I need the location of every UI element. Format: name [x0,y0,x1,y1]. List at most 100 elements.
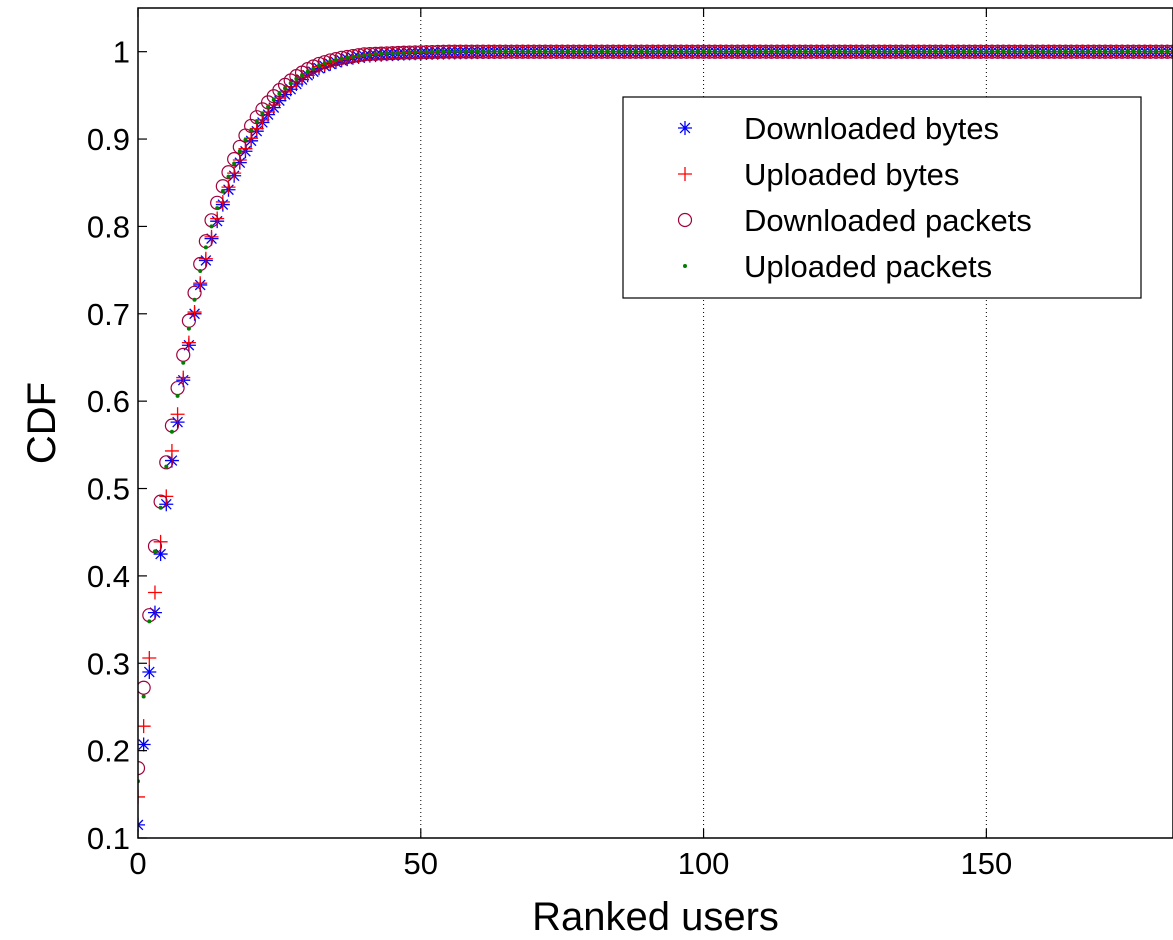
y-tick-label: 1 [113,35,130,70]
dot-marker [1023,49,1028,54]
data-point [1035,49,1040,54]
data-point [164,443,179,458]
plus-marker [198,251,213,266]
dot-marker [1052,49,1057,54]
data-point [232,161,237,166]
circle-marker [170,380,185,396]
data-point [1063,49,1068,54]
x-tick-label: 50 [404,846,438,881]
data-point [187,285,202,300]
data-point [571,49,576,54]
data-point [447,49,452,54]
dot-marker [1108,49,1113,54]
data-point [814,49,819,54]
data-point [333,57,338,62]
data-point [605,49,610,54]
data-point [582,49,587,54]
data-point [158,505,163,510]
data-point [254,119,259,124]
data-point [588,49,593,54]
dot-marker [854,49,859,54]
dot-marker [1074,49,1079,54]
data-point [138,737,151,752]
data-point [198,251,213,266]
data-point [1131,49,1136,54]
data-point [826,49,830,54]
data-point [893,49,898,54]
data-point [899,49,904,54]
data-point [316,63,321,68]
data-point [910,49,915,54]
data-point [775,49,780,54]
dot-marker [526,49,531,54]
dot-marker [322,61,327,66]
dot-marker [1069,49,1074,54]
circle-marker [677,212,693,228]
data-point [138,680,151,695]
dot-marker [1125,49,1130,54]
dot-marker [294,76,299,81]
data-point [164,464,169,469]
dot-marker [486,49,491,54]
data-point [616,49,621,54]
data-point [396,50,401,55]
data-point [452,49,457,54]
circle-marker [227,152,242,167]
data-point [1159,49,1164,54]
dot-marker [345,55,350,60]
dot-marker [198,268,203,273]
legend-marker [678,167,692,181]
circle-marker [159,455,174,470]
plus-marker [193,276,208,291]
dot-marker [475,49,480,54]
dot-marker [554,49,559,54]
data-point [961,49,966,54]
dot-marker [362,53,367,58]
circle-marker [138,761,146,776]
dot-marker [893,49,898,54]
data-point [176,347,191,362]
data-point [622,49,627,54]
dot-marker [842,49,847,54]
dot-marker [639,49,644,54]
legend-box [622,96,1142,299]
data-point [266,104,271,109]
data-series [138,44,1173,832]
dot-marker [1165,49,1170,54]
dot-marker [775,49,780,54]
dot-marker [961,49,966,54]
dot-marker [1001,49,1006,54]
data-point [175,393,180,398]
asterisk-marker [142,665,157,679]
plot-frame [137,7,1173,839]
y-tick-label: 0.8 [87,209,130,244]
data-point [950,49,955,54]
data-point [594,49,599,54]
data-point [837,49,842,54]
data-point [1097,49,1102,54]
data-point [384,51,389,56]
dot-marker [1154,49,1159,54]
dot-marker [367,52,372,57]
plus-marker [181,335,196,350]
dot-marker [1091,49,1096,54]
legend-marker [678,121,692,135]
data-point [1046,49,1051,54]
dot-marker [373,52,378,57]
data-point [741,49,746,54]
dot-marker [181,360,186,365]
dot-marker [186,326,191,331]
dot-marker [1114,49,1119,54]
dot-marker [1040,49,1045,54]
data-point [565,49,570,54]
dot-marker [973,49,978,54]
data-point [458,49,463,54]
dot-marker [967,49,972,54]
dot-marker [809,49,814,54]
data-point [300,73,305,78]
dot-marker [469,49,474,54]
plus-marker [204,229,219,244]
dot-marker [871,49,876,54]
dot-marker [300,73,305,78]
data-point [786,49,791,54]
